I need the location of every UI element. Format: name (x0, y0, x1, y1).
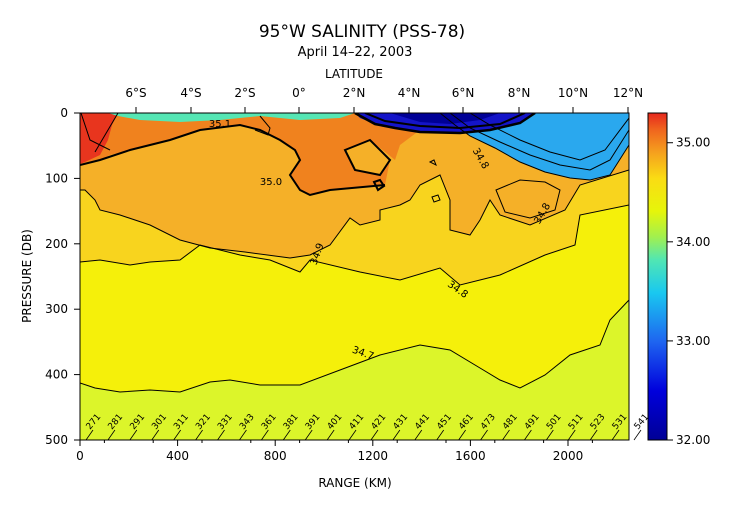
lat-tick-label-5: 4°N (398, 86, 421, 100)
station-mark-2 (129, 429, 138, 441)
lat-tick-label-0: 6°S (125, 86, 146, 100)
salinity-field (80, 113, 629, 440)
x-tick-label-4: 1600 (455, 449, 486, 463)
contour-label-1: 35.0 (260, 177, 282, 188)
colorbar-tick-label-3: 35.00 (676, 136, 710, 150)
x-axis-label: RANGE (KM) (318, 476, 391, 490)
station-mark-8 (261, 429, 269, 441)
station-mark-20 (524, 429, 532, 441)
station-mark-24 (611, 429, 620, 441)
colorbar-tick-label-0: 32.00 (676, 433, 710, 447)
x-axis: 0 400 800 1200 1600 2000 (76, 440, 593, 463)
lat-tick-label-9: 12°N (613, 86, 643, 100)
band-35-1 (80, 113, 440, 195)
station-mark-9 (282, 429, 291, 441)
lat-tick-label-4: 2°N (343, 86, 366, 100)
colorbar-ticks: 32.00 33.00 34.00 35.00 (667, 136, 710, 447)
band-surface-cyan (108, 113, 355, 122)
station-mark-13 (370, 429, 379, 441)
y-axis-label: PRESSURE (DB) (20, 229, 34, 323)
station-mark-6 (217, 429, 225, 441)
lat-tick-label-6: 6°N (452, 86, 475, 100)
station-mark-12 (348, 429, 357, 441)
station-mark-19 (502, 429, 510, 441)
y-tick-label-3: 300 (45, 302, 68, 316)
y-tick-label-0: 0 (60, 106, 68, 120)
station-mark-4 (173, 429, 182, 441)
x-tick-label-5: 2000 (553, 449, 584, 463)
x-tick-label-0: 0 (76, 449, 84, 463)
station-mark-3 (151, 429, 160, 441)
x-tick-label-1: 400 (166, 449, 189, 463)
colorbar-tick-label-1: 33.00 (676, 334, 710, 348)
lat-tick-label-1: 4°S (180, 86, 201, 100)
station-mark-22 (567, 429, 576, 441)
station-mark-1 (107, 429, 116, 441)
contour-lines (80, 113, 629, 393)
band-max (80, 113, 118, 164)
station-mark-7 (239, 429, 247, 441)
latitude-axis: 6°S 4°S 2°S 0° 2°N 4°N 6°N 8°N 10°N 12°N (125, 86, 643, 113)
y-axis: 0 100 200 300 400 500 (45, 106, 80, 447)
station-mark-16 (436, 429, 445, 441)
contour-label-0: 35.1 (209, 119, 231, 130)
y-tick-label-1: 100 (45, 171, 68, 185)
y-tick-label-5: 500 (45, 433, 68, 447)
lat-tick-label-7: 8°N (508, 86, 531, 100)
colorbar-tick-label-2: 34.00 (676, 235, 710, 249)
top-axis-label: LATITUDE (325, 67, 383, 81)
station-mark-17 (458, 429, 466, 441)
y-tick-label-2: 200 (45, 237, 68, 251)
station-mark-14 (392, 429, 401, 441)
station-mark-23 (589, 429, 598, 441)
station-mark-0 (85, 429, 94, 441)
lat-tick-label-2: 2°S (234, 86, 255, 100)
chart-subtitle: April 14–22, 2003 (298, 45, 413, 60)
x-tick-label-3: 1200 (358, 449, 389, 463)
station-mark-15 (414, 429, 423, 441)
station-mark-18 (480, 429, 488, 441)
station-mark-25 (633, 429, 642, 441)
station-mark-10 (304, 429, 313, 441)
station-mark-5 (195, 429, 203, 441)
chart-title: 95°W SALINITY (PSS-78) (259, 22, 465, 42)
x-tick-label-2: 800 (264, 449, 287, 463)
lat-tick-label-3: 0° (292, 86, 306, 100)
station-mark-11 (326, 429, 335, 441)
band-fresh-navy (390, 113, 500, 124)
station-mark-21 (545, 429, 554, 441)
lat-tick-label-8: 10°N (558, 86, 588, 100)
y-tick-label-4: 400 (45, 368, 68, 382)
colorbar (647, 112, 668, 441)
